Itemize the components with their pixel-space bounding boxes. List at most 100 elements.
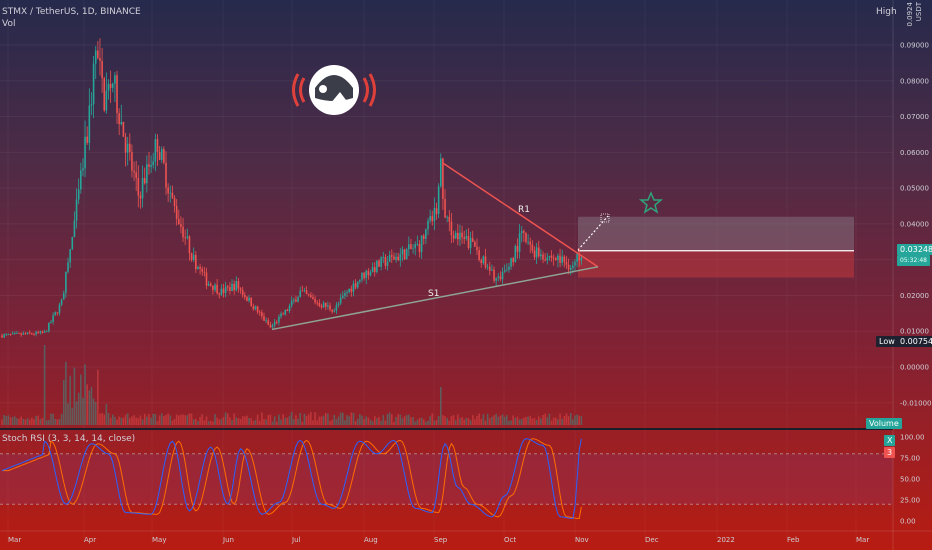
volume-indicator-label[interactable]: Vol xyxy=(2,19,16,29)
volume-bar xyxy=(316,420,319,425)
volume-bar xyxy=(156,420,159,425)
volume-bar xyxy=(11,416,14,425)
volume-bar xyxy=(324,412,327,425)
volume-bar xyxy=(525,416,527,425)
candle xyxy=(542,254,544,260)
volume-bar xyxy=(258,420,261,425)
candle xyxy=(376,260,378,272)
volume-bar xyxy=(365,416,368,425)
volume-bar xyxy=(337,416,340,425)
volume-bar xyxy=(395,417,397,425)
candle xyxy=(214,284,216,291)
volume-bar xyxy=(537,416,540,425)
candle xyxy=(510,258,512,267)
volume-bar xyxy=(408,414,410,425)
volume-bar xyxy=(71,407,74,425)
volume-bar xyxy=(567,416,570,425)
candle xyxy=(94,50,97,64)
volume-bar xyxy=(416,419,419,425)
volume-bar xyxy=(167,413,169,425)
volume-bar xyxy=(448,420,451,425)
target-lower-zone xyxy=(578,250,854,278)
volume-bar xyxy=(224,412,227,425)
candle xyxy=(62,293,65,300)
volume-bar xyxy=(207,421,210,425)
time-tick-label: Apr xyxy=(84,536,96,544)
candle xyxy=(195,254,197,270)
candle xyxy=(212,285,214,291)
volume-bar xyxy=(352,412,355,425)
volume-bar xyxy=(478,413,480,425)
candle xyxy=(75,199,78,221)
candle xyxy=(24,333,27,335)
candle xyxy=(154,139,157,162)
candle xyxy=(135,172,137,178)
volume-bar xyxy=(135,417,137,425)
volume-bar xyxy=(171,420,174,425)
candle xyxy=(107,83,110,91)
symbol-title[interactable]: STMX / TetherUS, 1D, BINANCE xyxy=(2,7,141,17)
candle xyxy=(322,302,325,308)
candle xyxy=(540,254,542,257)
volume-bar xyxy=(469,420,472,425)
candle xyxy=(18,333,20,334)
volume-bar xyxy=(574,415,576,425)
volume-bar xyxy=(435,419,438,425)
volume-bar xyxy=(267,415,270,425)
candle xyxy=(105,90,108,111)
candle xyxy=(516,246,519,252)
candle xyxy=(290,300,293,306)
time-tick-label: May xyxy=(152,536,166,544)
stoch-k-badge: X xyxy=(884,435,896,446)
candle xyxy=(169,192,172,194)
candle xyxy=(201,268,204,272)
volume-bar xyxy=(516,416,519,425)
volume-bar xyxy=(60,413,63,425)
volume-bar xyxy=(13,416,16,425)
candle xyxy=(16,333,18,334)
candle xyxy=(241,290,244,295)
candle xyxy=(103,78,106,111)
volume-bar xyxy=(307,414,310,425)
price-tick-label: 0.00000 xyxy=(900,364,929,372)
volume-bar xyxy=(293,419,295,425)
candle xyxy=(495,277,497,281)
trendlines[interactable]: R1 S1 xyxy=(271,162,599,331)
stoch-rsi-title[interactable]: Stoch RSI (3, 3, 14, 14, close) xyxy=(2,434,136,444)
candle xyxy=(7,333,10,335)
candle xyxy=(318,303,321,306)
candle xyxy=(71,237,74,250)
volume-bar xyxy=(310,412,312,425)
candle xyxy=(446,216,448,218)
volume-bar xyxy=(459,418,461,425)
candle xyxy=(114,75,116,84)
volume-bars xyxy=(1,345,583,425)
candle xyxy=(344,293,346,296)
volume-bar xyxy=(484,420,487,425)
volume-bar xyxy=(452,415,455,425)
volume-bar xyxy=(173,418,176,425)
volume-bar xyxy=(94,402,97,425)
volume-bar xyxy=(175,414,178,425)
volume-bar xyxy=(250,418,253,425)
candle xyxy=(327,305,329,307)
price-tick-label: -0.01000 xyxy=(900,399,931,407)
time-tick-label: Mar xyxy=(856,536,869,544)
candle xyxy=(131,151,133,171)
volume-bar xyxy=(22,418,25,425)
candle xyxy=(578,253,581,261)
volume-bar xyxy=(403,416,406,425)
candle xyxy=(501,272,504,280)
volume-bar xyxy=(107,413,110,425)
price-tick-label: 0.08000 xyxy=(900,77,929,85)
candle xyxy=(218,293,221,295)
volume-bar xyxy=(139,415,142,425)
candle xyxy=(235,281,238,291)
candle xyxy=(452,235,455,239)
candle xyxy=(324,302,327,307)
projection-target xyxy=(600,213,610,223)
candle xyxy=(354,283,357,288)
candle xyxy=(248,297,250,301)
candle xyxy=(86,136,88,143)
